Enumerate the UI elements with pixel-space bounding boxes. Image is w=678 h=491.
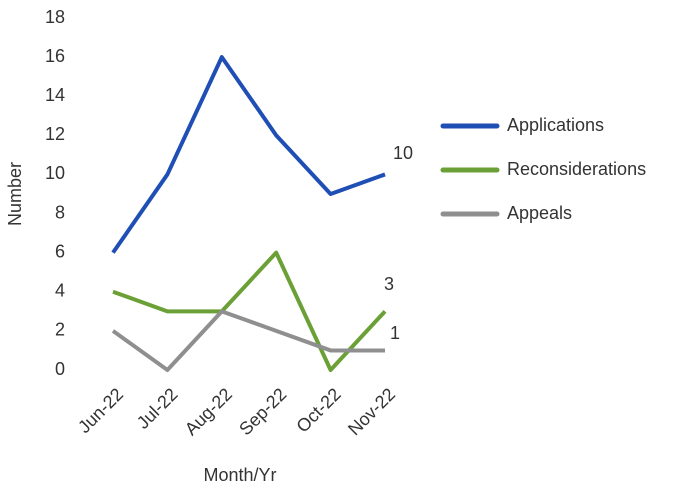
y-tick-label: 4 bbox=[55, 281, 65, 301]
y-tick-label: 8 bbox=[55, 202, 65, 222]
legend-label: Appeals bbox=[507, 203, 572, 223]
series-line bbox=[112, 250, 387, 372]
y-tick-label: 0 bbox=[55, 359, 65, 379]
x-tick-label: Oct-22 bbox=[292, 384, 344, 436]
data-label: 1 bbox=[390, 323, 400, 343]
data-label: 3 bbox=[384, 274, 394, 294]
data-label: 10 bbox=[393, 143, 413, 163]
y-tick-label: 2 bbox=[55, 320, 65, 340]
series-line bbox=[111, 55, 386, 254]
y-axis-title: Number bbox=[5, 162, 25, 226]
x-tick-label: Nov-22 bbox=[344, 384, 399, 439]
x-tick-label: Sep-22 bbox=[235, 384, 290, 439]
legend-label: Applications bbox=[507, 115, 604, 135]
legend-label: Reconsiderations bbox=[507, 159, 646, 179]
y-tick-label: 18 bbox=[45, 7, 65, 27]
y-tick-label: 12 bbox=[45, 124, 65, 144]
y-tick-label: 10 bbox=[45, 163, 65, 183]
y-tick-label: 16 bbox=[45, 46, 65, 66]
y-tick-label: 6 bbox=[55, 241, 65, 261]
x-axis-title: Month/Yr bbox=[203, 465, 276, 485]
x-tick-label: Aug-22 bbox=[181, 384, 236, 439]
x-tick-label: Jul-22 bbox=[133, 384, 182, 433]
x-tick-label: Jun-22 bbox=[74, 384, 127, 437]
series-line bbox=[111, 309, 385, 372]
y-tick-label: 14 bbox=[45, 85, 65, 105]
